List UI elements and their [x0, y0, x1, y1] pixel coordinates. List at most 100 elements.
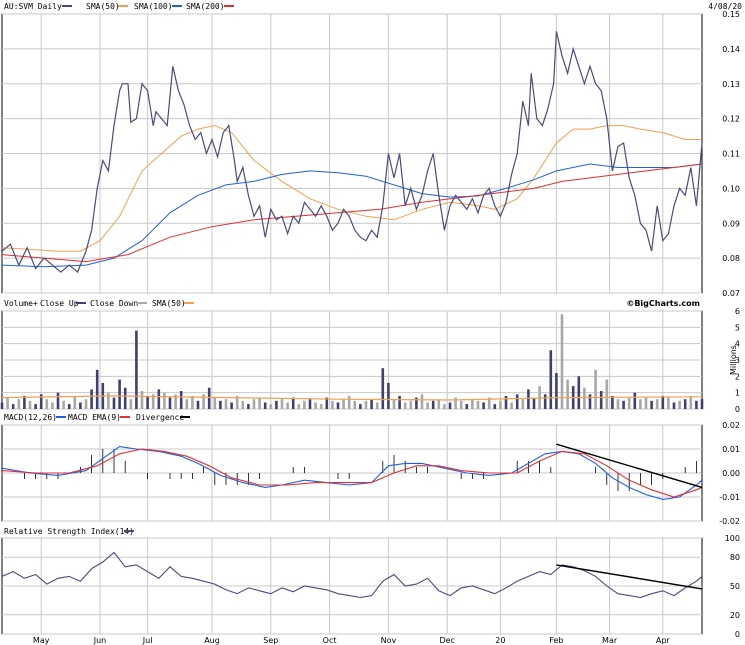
volume-bar	[543, 394, 547, 409]
volume-bar	[331, 400, 334, 409]
price-grid: 0.15 0.14 0.13 0.12 0.11 0.10 0.09 0.08 0.07	[2, 10, 740, 298]
macd-ema-line	[1, 448, 703, 498]
volume-bar	[599, 391, 603, 409]
volume-tick-label: 3	[735, 356, 740, 365]
volume-bar	[499, 400, 502, 409]
volume-bar	[370, 399, 373, 409]
volume-bar	[566, 379, 569, 409]
volume-bar	[689, 395, 693, 409]
volume-bar	[437, 399, 441, 409]
volume-bar	[611, 395, 614, 409]
volume-bar	[129, 399, 133, 409]
rsi-tick-label: 80	[730, 553, 740, 562]
volume-bar	[504, 395, 508, 409]
volume-bar	[45, 399, 49, 409]
legend-sma50: SMA(50)	[86, 2, 120, 11]
date-label: 4/08/20	[708, 2, 742, 11]
month-label: Feb	[549, 636, 563, 645]
legend-sma100: SMA(100)	[134, 2, 173, 11]
volume-bar	[487, 397, 491, 409]
volume-unit-label: Millions	[729, 345, 738, 375]
rsi-tick-label: 20	[730, 611, 740, 620]
macd-line	[1, 446, 703, 500]
volume-bar	[73, 395, 77, 409]
volume-bar	[532, 397, 536, 409]
macd-div-swatch	[180, 416, 190, 418]
sma50-line	[1, 125, 702, 252]
macd-lines	[1, 443, 703, 500]
volume-bar	[482, 402, 485, 409]
price-tick-label: 0.10	[722, 184, 740, 193]
volume-bar	[6, 397, 9, 409]
macd-grid: 0.02 0.01 0.00 -0.01 -0.02	[2, 421, 740, 526]
volume-bar	[151, 394, 155, 409]
volume-bar	[84, 399, 88, 409]
volume-bar	[34, 404, 37, 409]
price-tick-label: 0.14	[722, 45, 740, 54]
volume-bar	[196, 400, 200, 409]
macd-tick-label: -0.01	[719, 493, 740, 502]
volume-tick-label: 6	[735, 307, 740, 316]
month-label: Jun	[93, 636, 107, 645]
volume-tick-label: 1	[735, 389, 740, 398]
volume-bar	[627, 397, 631, 409]
brand-label: ©BigCharts.com	[626, 299, 700, 308]
volume-bar	[280, 399, 284, 409]
price-line	[1, 31, 703, 274]
volume-bar	[381, 368, 385, 409]
macd-tick-label: 0.01	[722, 445, 740, 454]
volume-bar	[286, 402, 289, 409]
volume-bar	[683, 399, 687, 409]
sma200-swatch	[224, 5, 234, 7]
volume-bar	[364, 400, 368, 409]
volume-bar	[616, 399, 620, 409]
volume-bar	[639, 399, 642, 409]
volume-bar	[695, 400, 698, 409]
volume-bar	[459, 400, 463, 409]
volume-bar	[655, 399, 659, 409]
macd-swatch	[56, 416, 66, 418]
volume-bar	[230, 402, 233, 409]
volume-bar	[11, 404, 15, 409]
month-label: Apr	[656, 636, 671, 645]
volume-bar	[622, 400, 625, 409]
volume-bar	[325, 397, 329, 409]
rsi-tick-label: 50	[730, 582, 740, 591]
volume-bar	[353, 400, 357, 409]
volume-bar	[213, 397, 217, 409]
volume-bar	[347, 395, 351, 409]
legend-sma200: SMA(200)	[186, 2, 225, 11]
volume-bar	[431, 400, 435, 409]
price-tick-label: 0.11	[722, 150, 740, 159]
rsi-lines	[1, 551, 703, 599]
rsi-tick-label: 100	[725, 534, 740, 543]
rsi-grid: 100 80 50 20 0	[2, 534, 740, 639]
volume-bar	[319, 404, 323, 409]
volume-bar	[235, 395, 239, 409]
volume-bar	[605, 379, 609, 409]
volume-bar	[112, 397, 116, 409]
volume-bar	[560, 314, 564, 409]
volume-bar	[549, 350, 553, 409]
price-tick-label: 0.13	[722, 80, 740, 89]
volume-down-label: Close Down	[90, 299, 138, 308]
volume-bar	[515, 394, 519, 409]
volume-bar	[555, 373, 558, 409]
volume-bar	[56, 392, 60, 409]
macd-tick-label: 0.00	[722, 469, 740, 478]
volume-bar	[583, 387, 586, 409]
rsi-trendline	[556, 564, 703, 590]
macd-tick-label: 0.02	[722, 421, 740, 430]
price-tick-label: 0.09	[722, 219, 740, 228]
volume-sma-label: SMA(50)	[152, 299, 186, 308]
macd-ema-swatch	[120, 416, 130, 418]
volume-tick-label: 5	[735, 323, 740, 332]
volume-bar	[672, 402, 676, 409]
volume-bar	[118, 379, 121, 409]
volume-bar	[207, 387, 211, 409]
volume-tick-label: 2	[735, 372, 740, 381]
volume-bar	[403, 402, 407, 409]
volume-sma-line	[1, 395, 703, 401]
month-label: Aug	[204, 636, 220, 645]
